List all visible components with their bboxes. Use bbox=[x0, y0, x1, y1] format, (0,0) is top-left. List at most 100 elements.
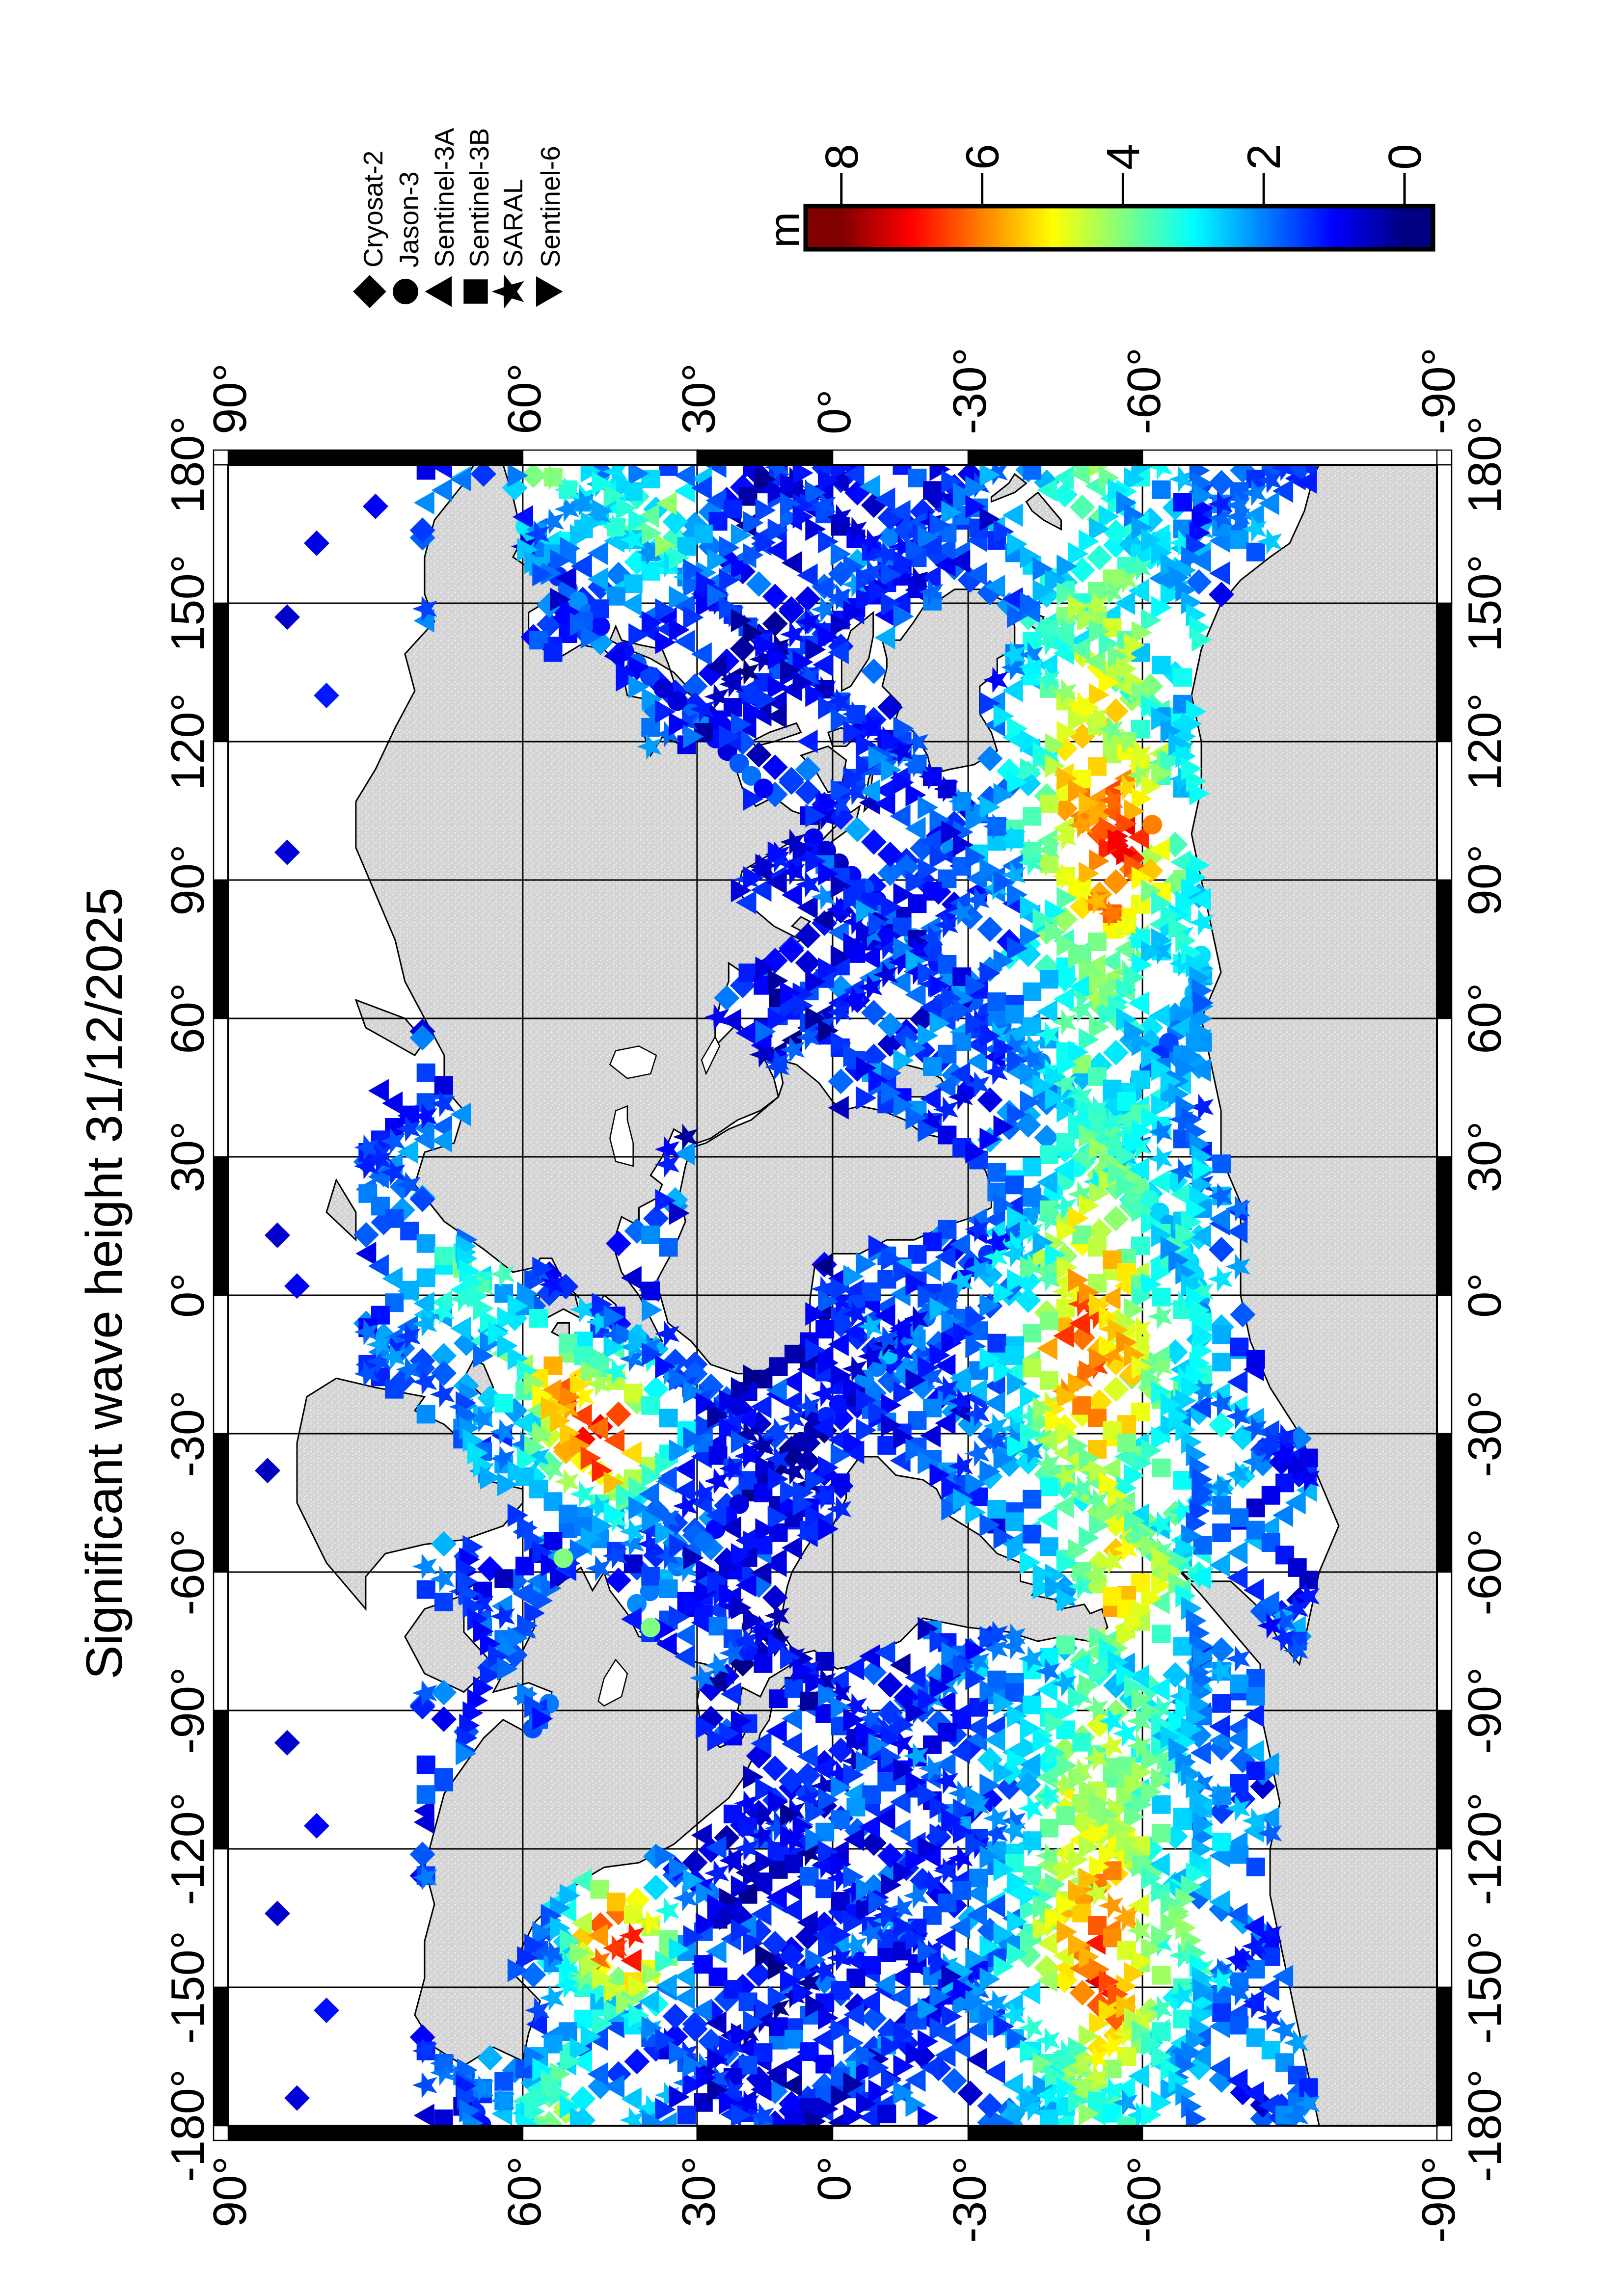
colorbar-tick-label-2: 2 bbox=[1238, 144, 1290, 170]
axis-label-left-lon--60: -60° bbox=[162, 1528, 214, 1615]
axis-label-top-lat-0: 0° bbox=[808, 389, 861, 434]
axis-label-bottom-lat-0: 0° bbox=[808, 2156, 861, 2201]
frame-segment bbox=[1436, 1433, 1453, 1573]
track-Sentinel-6-desc-4 bbox=[655, 1189, 1214, 1836]
colorbar-tick-label-8: 8 bbox=[816, 144, 868, 170]
legend-label-jason3: Jason-3 bbox=[394, 171, 424, 267]
frame-segment bbox=[1436, 1986, 1453, 2127]
colorbar-border bbox=[803, 204, 1435, 252]
lake-black-sea bbox=[609, 1105, 634, 1167]
frame-segment bbox=[213, 741, 229, 881]
axis-label-right-lon--180: -180° bbox=[1459, 2069, 1511, 2183]
legend-symbols bbox=[353, 274, 563, 309]
map-border bbox=[227, 464, 1438, 2127]
frame-segment bbox=[213, 1156, 229, 1296]
frame-segment bbox=[696, 2125, 834, 2141]
plot-title: Significant wave height 31/12/2025 bbox=[76, 887, 133, 1679]
axis-label-right-lon--60: -60° bbox=[1459, 1528, 1511, 1615]
frame-segment bbox=[1436, 602, 1453, 743]
frame-segment bbox=[213, 464, 229, 604]
frame-segment bbox=[227, 449, 524, 466]
axis-labels: 90° 90° 60° 60° 30° 30° 0° 0° -30° -30° -60° -60° -9… bbox=[162, 347, 1511, 2243]
frame-segment bbox=[213, 1433, 229, 1573]
axis-label-right-lon-150: 150° bbox=[1459, 555, 1511, 652]
land-baffin-island bbox=[404, 1594, 495, 1693]
axis-label-top-lat--60: -60° bbox=[1118, 347, 1170, 434]
track-Sentinel-6-desc-8 bbox=[524, 459, 1214, 2131]
frame-segment bbox=[696, 449, 834, 466]
colorbar-unit-label: m bbox=[760, 212, 809, 248]
frame-corner bbox=[213, 2125, 229, 2141]
colorbar-tick-label-4: 4 bbox=[1097, 144, 1149, 170]
axis-label-bottom-lat-90: 90° bbox=[204, 2156, 256, 2227]
frame-segment bbox=[967, 2125, 1143, 2141]
axis-label-top-lat-30: 30° bbox=[673, 363, 725, 434]
axis-label-right-lon-180: 180° bbox=[1459, 416, 1511, 514]
track-SARAL-desc-1 bbox=[354, 1319, 1309, 2056]
axis-label-top-lat--30: -30° bbox=[944, 347, 996, 434]
lake-caspian-sea bbox=[609, 1045, 657, 1079]
frame-segment bbox=[832, 2125, 969, 2141]
frame-segment bbox=[522, 2125, 698, 2141]
axis-label-right-lon-0: 0° bbox=[1459, 1273, 1511, 1318]
axis-label-top-lat-90: 90° bbox=[204, 363, 256, 434]
legend-label-saral: SARAL bbox=[498, 179, 528, 267]
axis-label-left-lon-120: 120° bbox=[162, 693, 214, 791]
axis-label-right-lon-90: 90° bbox=[1459, 844, 1511, 915]
land-new-zealand-south bbox=[1025, 491, 1062, 531]
triangle-left-icon bbox=[425, 276, 452, 307]
axis-label-left-lon-30: 30° bbox=[162, 1121, 214, 1192]
lake-persian-gulf bbox=[701, 1035, 721, 1076]
star-icon bbox=[491, 274, 524, 309]
axis-label-right-lon--150: -150° bbox=[1459, 1931, 1511, 2044]
lake-great-lakes bbox=[597, 1658, 628, 1707]
land-new-zealand-north bbox=[990, 473, 1028, 503]
frame-segment bbox=[213, 1571, 229, 1711]
axis-label-right-lon--120: -120° bbox=[1459, 1792, 1511, 1906]
frame-segment bbox=[1436, 464, 1453, 604]
axis-label-bottom-lat--90: -90° bbox=[1412, 2156, 1465, 2243]
frame-segment bbox=[1436, 879, 1453, 1019]
frame-segment bbox=[832, 449, 969, 466]
track-Sentinel-6-desc-0 bbox=[456, 457, 1210, 2130]
frame-segment bbox=[213, 602, 229, 743]
axis-label-top-lat-60: 60° bbox=[498, 363, 551, 434]
frame-corner bbox=[1436, 449, 1453, 466]
track-Sentinel-6-desc-5 bbox=[868, 1234, 1214, 1670]
circle-icon bbox=[393, 279, 418, 304]
frame-segment bbox=[213, 1294, 229, 1435]
colorbar-tick-label-0: 0 bbox=[1379, 144, 1431, 170]
axis-label-right-lon-30: 30° bbox=[1459, 1121, 1511, 1192]
frame-segment bbox=[1436, 741, 1453, 881]
frame-segment bbox=[1436, 1294, 1453, 1435]
frame-segment bbox=[1436, 1848, 1453, 1988]
axis-label-bottom-lat-60: 60° bbox=[498, 2156, 551, 2227]
frame-segment bbox=[213, 1848, 229, 1988]
axis-label-left-lon-60: 60° bbox=[162, 983, 214, 1054]
track-Sentinel-6-desc-3 bbox=[592, 1292, 1214, 2002]
legend-label-sentinel3b: Sentinel-3B bbox=[464, 128, 494, 267]
axis-label-left-lon--150: -150° bbox=[162, 1931, 214, 2044]
colorbar-gradient bbox=[808, 208, 1431, 247]
axis-label-right-lon-120: 120° bbox=[1459, 693, 1511, 791]
frame-corner bbox=[1436, 2125, 1453, 2141]
diamond-icon bbox=[353, 275, 386, 308]
axis-label-left-lon-0: 0° bbox=[162, 1273, 214, 1318]
frame-segment bbox=[213, 1017, 229, 1158]
legend-label-cryosat2: Cryosat-2 bbox=[358, 151, 388, 267]
map-frame bbox=[213, 449, 1453, 2141]
land-svalbard bbox=[325, 1178, 357, 1242]
track-Sentinel-6-desc-1 bbox=[456, 454, 1213, 2126]
track-Sentinel-6-asc-7 bbox=[456, 496, 1214, 1430]
frame-corner bbox=[213, 449, 229, 466]
frame-segment bbox=[967, 449, 1143, 466]
land-sri-lanka bbox=[790, 916, 812, 932]
frame-segment bbox=[1436, 1709, 1453, 1850]
track-marker-layer bbox=[255, 454, 1320, 2139]
axis-label-left-lon-90: 90° bbox=[162, 844, 214, 915]
axis-label-left-lon--180: -180° bbox=[162, 2069, 214, 2183]
frame-segment bbox=[1141, 449, 1438, 466]
frame-segment bbox=[213, 1709, 229, 1850]
